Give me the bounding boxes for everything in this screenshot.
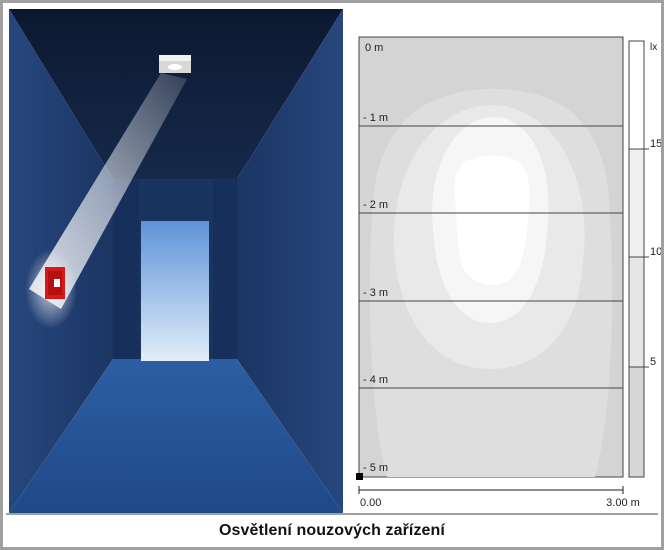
x-label-end: 3.00 m (606, 497, 640, 509)
caption-divider (6, 513, 658, 515)
y-label-1m: - 1 m (363, 112, 388, 124)
y-label-3m: - 3 m (363, 287, 388, 299)
legend-unit: lx (650, 42, 657, 53)
isolux-max (454, 155, 530, 285)
ceiling-luminaire-icon (159, 55, 191, 73)
corridor-scene (9, 9, 343, 513)
legend-tick-5: 5 (650, 356, 656, 368)
legend-tick-15: 15 (650, 138, 661, 150)
figure-caption: Osvětlení nouzových zařízení (219, 522, 445, 539)
y-label-5m: - 5 m (363, 462, 388, 474)
y-label-2m: - 2 m (363, 199, 388, 211)
isolux-plot-drawing: 0 m - 1 m - 2 m - 3 m - 4 m - 5 m 0.00 3… (356, 36, 661, 509)
x-label-start: 0.00 (360, 497, 381, 509)
legend-tick-10: 10 (650, 246, 661, 258)
legend-colorbar (628, 40, 649, 478)
doorway-icon (141, 221, 209, 361)
caption-bar: Osvětlení nouzových zařízení (3, 515, 661, 547)
isolux-plot: 0 m - 1 m - 2 m - 3 m - 4 m - 5 m 0.00 3… (347, 9, 661, 513)
y-label-0m: 0 m (365, 42, 383, 54)
corridor-scene-drawing (9, 9, 343, 513)
origin-marker (356, 473, 363, 480)
fire-extinguisher-icon (45, 267, 65, 299)
y-label-4m: - 4 m (363, 374, 388, 386)
